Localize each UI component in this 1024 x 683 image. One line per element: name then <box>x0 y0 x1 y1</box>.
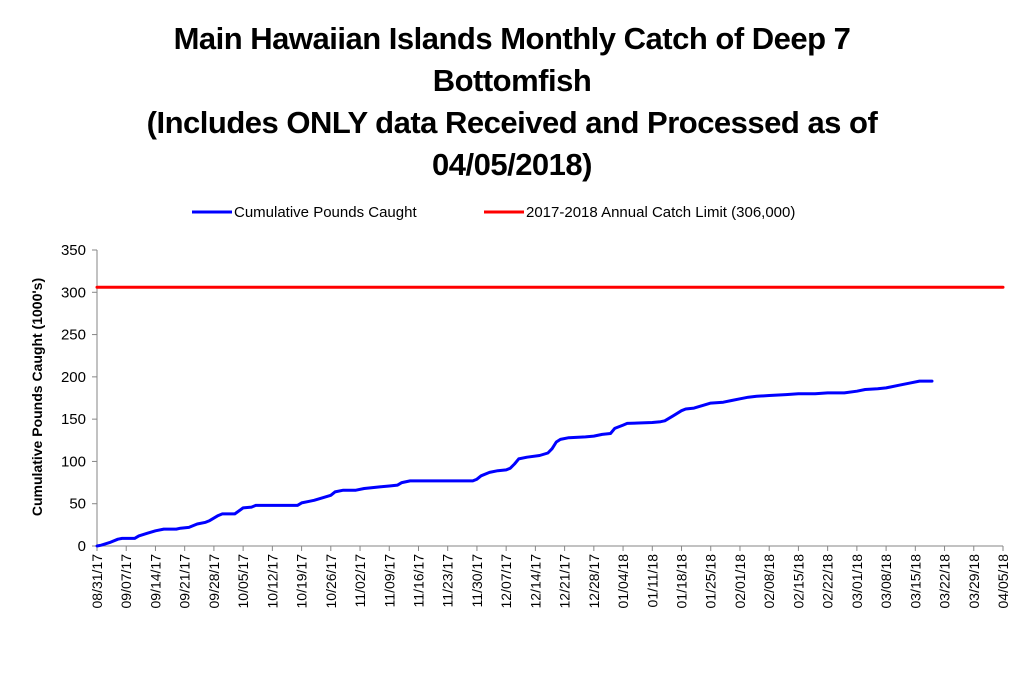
legend-label: 2017-2018 Annual Catch Limit (306,000) <box>526 204 795 221</box>
x-tick-label: 10/05/17 <box>235 554 251 609</box>
x-tick-label: 01/25/18 <box>703 554 719 609</box>
y-tick-label: 250 <box>61 327 86 344</box>
x-tick-label: 10/12/17 <box>264 554 280 609</box>
legend: Cumulative Pounds Caught 2017-2018 Annual… <box>192 204 795 221</box>
x-tick-label: 10/26/17 <box>323 554 339 609</box>
x-tick-label: 11/02/17 <box>352 554 368 608</box>
x-tick-label: 02/15/18 <box>790 554 806 609</box>
x-tick-label: 03/01/18 <box>849 554 865 609</box>
x-tick-label: 11/23/17 <box>440 554 456 608</box>
x-tick-label: 03/08/18 <box>878 554 894 609</box>
y-tick-label: 0 <box>78 538 86 555</box>
y-tick-label: 50 <box>69 496 86 513</box>
x-tick-label: 02/01/18 <box>732 554 748 609</box>
x-tick-label: 03/29/18 <box>966 554 982 609</box>
x-tick-label: 10/19/17 <box>294 554 310 609</box>
cumulative-catch-line <box>95 379 934 548</box>
x-tick-label: 11/30/17 <box>469 554 485 608</box>
x-tick-label: 12/07/17 <box>498 554 514 609</box>
chart-title-line: Main Hawaiian Islands Monthly Catch of D… <box>173 21 851 56</box>
axes: 0 50 100 150 200 250 300 350 08/31/17 09/07/17 09/… <box>61 242 1011 609</box>
chart-title-line: 04/05/2018) <box>432 147 592 182</box>
x-tick-label: 12/14/17 <box>527 554 543 609</box>
x-tick-label: 01/18/18 <box>674 554 690 609</box>
x-tick-label: 12/21/17 <box>557 554 573 609</box>
x-tick-label: 03/22/18 <box>937 554 953 609</box>
x-tick-label: 09/21/17 <box>177 554 193 609</box>
x-tick-label: 02/08/18 <box>761 554 777 609</box>
chart-title: Main Hawaiian Islands Monthly Catch of D… <box>0 18 1024 186</box>
chart-title-line: Bottomfish <box>432 63 592 98</box>
plot-area <box>95 285 1005 548</box>
y-axis-label: Cumulative Pounds Caught (1000's) <box>29 278 45 516</box>
legend-label: Cumulative Pounds Caught <box>234 204 417 221</box>
y-tick-label: 150 <box>61 411 86 428</box>
x-tick-label: 09/28/17 <box>206 554 222 609</box>
x-tick-label: 09/14/17 <box>147 554 163 609</box>
y-tick-label: 300 <box>61 284 86 301</box>
y-tick-label: 200 <box>61 369 86 386</box>
x-tick-label: 11/16/17 <box>410 554 426 608</box>
x-tick-label: 11/09/17 <box>381 554 397 608</box>
x-tick-label: 08/31/17 <box>89 554 105 609</box>
y-tick-label: 100 <box>61 453 86 470</box>
x-tick-label: 03/15/18 <box>907 554 923 609</box>
x-tick-label: 01/04/18 <box>615 554 631 609</box>
x-tick-label: 12/28/17 <box>586 554 602 609</box>
y-tick-label: 350 <box>61 242 86 259</box>
x-tick-label: 01/11/18 <box>644 554 660 608</box>
x-tick-label: 02/22/18 <box>820 554 836 609</box>
x-tick-label: 04/05/18 <box>995 554 1011 609</box>
x-tick-label: 09/07/17 <box>118 554 134 609</box>
chart-title-line: (Includes ONLY data Received and Process… <box>146 105 878 140</box>
